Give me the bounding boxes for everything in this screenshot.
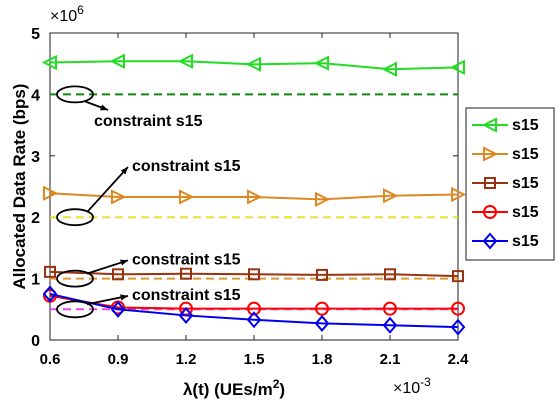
data-point-s3 [316, 268, 328, 281]
x-tick-label: 1.5 [244, 351, 265, 368]
4: constraint s15 [132, 287, 241, 304]
series-line-s2 [49, 192, 459, 201]
y-multiplier: ×106 [50, 3, 84, 25]
data-point-s2 [43, 185, 59, 201]
data-point-s4 [315, 301, 329, 316]
data-point-s3 [452, 270, 464, 283]
data-point-s4 [247, 301, 261, 316]
data-point-smax [246, 311, 262, 329]
data-point-s1 [381, 61, 397, 77]
data-point-s2 [247, 189, 263, 205]
x-tick-label: 1.8 [312, 351, 333, 368]
data-point-smax [314, 314, 330, 332]
data-point-s3 [112, 268, 124, 281]
data-point-s2 [315, 191, 331, 208]
x-axis-label: λ(t) (UEs/m2) [183, 377, 285, 399]
3: s15 [512, 175, 539, 192]
series-line-s4 [49, 294, 458, 310]
data-point-smax [110, 300, 126, 318]
data-point-s3 [384, 268, 396, 281]
1: s15 [512, 117, 539, 134]
data-point-s1 [177, 53, 193, 69]
constraint-ellipse [56, 269, 94, 288]
data-point-s2 [451, 186, 467, 203]
x-multiplier: ×10-3 [393, 375, 431, 397]
2: s15 [512, 146, 539, 163]
1: constraint s15 [94, 113, 203, 130]
constraint-arrowhead [120, 259, 128, 266]
data-point-smax [382, 316, 398, 334]
x-tick-label: 2.4 [448, 351, 470, 368]
y-axis-label: Allocated Data Rate (bps) [10, 84, 29, 290]
series-line-s1 [49, 60, 459, 71]
constraint-arrowhead [100, 104, 108, 111]
data-point-s2 [383, 188, 399, 204]
4: s15 [512, 204, 539, 221]
x-tick-label: 0.9 [108, 351, 129, 368]
legend-marker [482, 232, 498, 250]
data-point-smax [178, 306, 194, 324]
data-point-s3 [248, 268, 260, 281]
data-point-s2 [111, 189, 127, 205]
legend-marker [484, 177, 496, 189]
plot-frame [49, 32, 459, 341]
y-tick-label: 4 [31, 87, 40, 104]
y-tick-label: 1 [31, 272, 40, 289]
3: constraint s15 [132, 251, 241, 268]
constraint-arrow [86, 166, 129, 213]
constraint-ellipse [56, 300, 94, 319]
constraint-ellipse [56, 208, 94, 227]
data-point-s1 [245, 56, 261, 72]
data-point-s1 [41, 54, 57, 71]
x-tick-label: 1.2 [176, 351, 197, 368]
data-point-s3 [44, 265, 56, 278]
data-point-s1 [449, 59, 465, 76]
data-point-s1 [313, 55, 329, 71]
constraint-ellipse [56, 85, 94, 104]
data-point-s3 [180, 267, 192, 280]
data-point-s2 [179, 189, 195, 205]
y-tick-label: 5 [31, 26, 40, 43]
2: constraint s15 [132, 158, 241, 175]
legend-marker [481, 117, 497, 133]
series-line-s3 [49, 270, 459, 278]
x-tick-label: 0.6 [40, 351, 61, 368]
legend-marker [483, 205, 497, 219]
data-point-s1 [109, 53, 125, 69]
y-tick-label: 2 [31, 210, 40, 227]
constraint-arrowhead [120, 294, 128, 301]
constraint-arrowhead [120, 166, 128, 175]
data-point-smax [450, 318, 466, 336]
y-tick-label: 0 [31, 333, 40, 350]
y-tick-label: 3 [31, 149, 40, 166]
legend-marker [483, 146, 499, 162]
max: s15 [512, 233, 539, 250]
x-tick-label: 2.1 [380, 351, 401, 368]
data-point-s4 [383, 301, 397, 316]
series-line-smax [49, 292, 459, 329]
data-point-s4 [451, 301, 465, 316]
data-point-smax [42, 285, 58, 303]
